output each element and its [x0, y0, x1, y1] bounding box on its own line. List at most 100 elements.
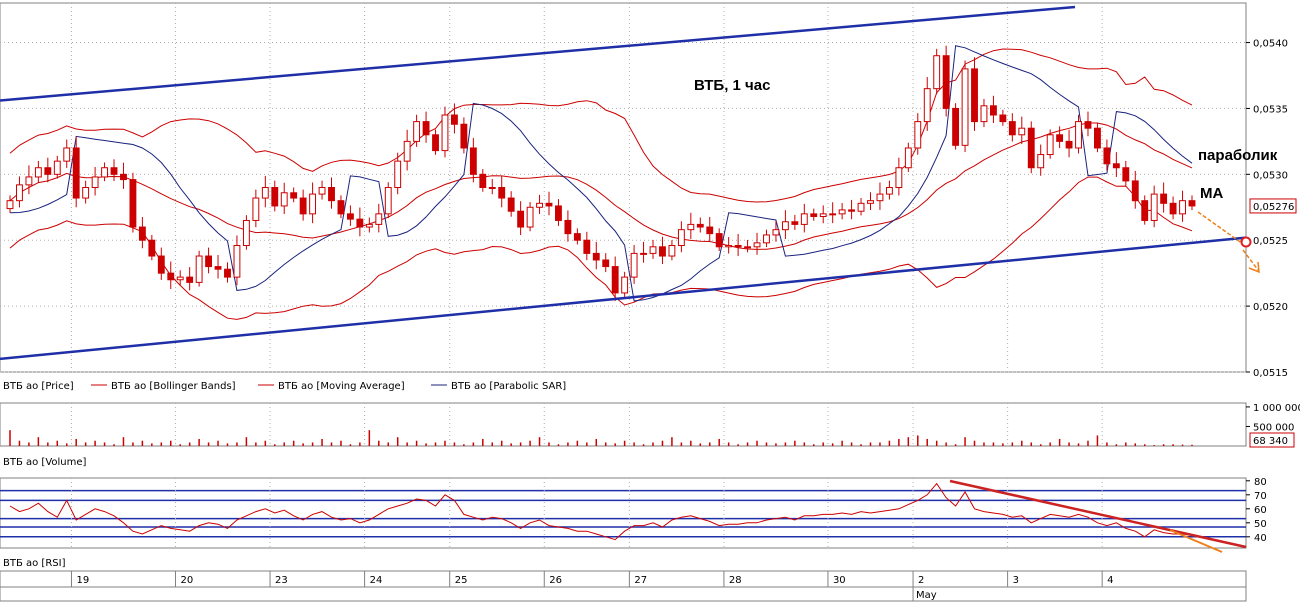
candle-body — [1008, 121, 1016, 136]
candle-body — [885, 187, 893, 195]
candle-body — [942, 55, 950, 109]
breakout-marker — [1240, 236, 1252, 248]
candle-body — [488, 187, 496, 189]
bollinger-upper-line — [9, 48, 1193, 203]
candle-body — [971, 68, 978, 123]
candle-body — [479, 173, 487, 188]
candle-body — [328, 187, 335, 202]
price-tick-label: 0,0540 — [1253, 39, 1288, 50]
candle-body — [734, 244, 742, 248]
date-label: 3 — [1013, 575, 1019, 586]
volume-legend: ВТБ ао [Volume] — [3, 457, 87, 468]
date-label: 30 — [833, 575, 846, 586]
candle-body — [356, 218, 364, 228]
price-tick-label: 0,0535 — [1253, 104, 1288, 115]
rsi-forecast-line — [1169, 529, 1223, 553]
rsi-tick-label: 60 — [1254, 505, 1267, 516]
candle-body — [1037, 154, 1045, 169]
price-panel: 0,0540 0,0535 0,0530 0,0525 0,0520 0,0515 0,05… — [0, 2, 1297, 392]
moving-average-line — [9, 122, 1193, 250]
candle-body — [1027, 127, 1035, 169]
candle-body — [261, 187, 269, 199]
price-tick-label: 0,0530 — [1253, 170, 1288, 181]
volume-tick-label: 1 000 000 — [1253, 403, 1300, 414]
date-label: 25 — [455, 575, 468, 586]
candle-body — [91, 176, 99, 188]
forecast-arrowhead — [1248, 261, 1260, 274]
candle-body — [403, 140, 411, 162]
candle-body — [365, 223, 373, 228]
candle-body — [1150, 193, 1158, 221]
last-price-box — [1249, 198, 1297, 214]
candle-body — [101, 167, 108, 178]
candle-body — [375, 213, 383, 225]
price-tick-label: 0,0525 — [1253, 236, 1288, 247]
candle-body — [34, 167, 42, 178]
rsi-trend-line — [949, 479, 1247, 549]
channel-upper-line — [0, 5, 1076, 102]
candle-body — [914, 121, 922, 149]
candle-body — [44, 167, 52, 175]
channel-lower-line — [0, 236, 1247, 361]
candle-body — [432, 134, 439, 152]
candle-body — [129, 179, 137, 228]
candle-body — [176, 276, 184, 281]
date-label: 27 — [634, 575, 647, 586]
candle-body — [772, 229, 780, 236]
volume-tick-label: 500 000 — [1253, 422, 1294, 433]
legend-entry: ВТБ ао [Price] — [3, 381, 74, 392]
candle-body — [602, 259, 610, 268]
candle-body — [469, 147, 477, 175]
candle-body — [299, 197, 307, 215]
candle-body — [451, 114, 458, 125]
candle-body — [195, 255, 203, 283]
candle-body — [895, 167, 903, 189]
candle-body — [242, 219, 250, 246]
candle-body — [384, 187, 392, 215]
candle-body — [460, 123, 468, 149]
date-label: 23 — [275, 575, 288, 586]
candle-body — [422, 121, 430, 136]
candle-body — [337, 200, 345, 215]
candle-body — [696, 223, 704, 228]
date-label: 24 — [370, 575, 383, 586]
candle-body — [555, 205, 562, 221]
candle-body — [725, 244, 733, 248]
candle-body — [715, 233, 723, 248]
candle-body — [611, 266, 619, 294]
candle-body — [980, 105, 988, 123]
candle-body — [1056, 134, 1064, 142]
legend-entry: ВТБ ао [Parabolic SAR] — [451, 381, 566, 392]
candle-body — [1046, 134, 1054, 156]
candle-body — [810, 213, 818, 217]
candle-body — [233, 244, 241, 278]
candle-body — [82, 187, 90, 199]
candle-body — [498, 187, 506, 199]
candle-body — [318, 187, 326, 195]
candle-body — [507, 197, 515, 212]
candle-body — [271, 187, 279, 207]
candle-body — [819, 213, 827, 217]
candle-body — [630, 252, 638, 278]
candle-body — [290, 192, 298, 199]
candle-body — [72, 147, 80, 199]
candle-body — [923, 88, 931, 123]
bollinger-lower-line — [9, 176, 1193, 320]
forecast-arrow-1 — [1197, 211, 1244, 245]
candle-body — [1141, 200, 1149, 221]
price-tick-label: 0,0520 — [1253, 302, 1288, 313]
rsi-panel: 80 70 60 50 40 ВТБ ао [RSI] — [0, 477, 1267, 569]
candle-body — [138, 226, 146, 241]
candle-body — [1103, 147, 1111, 165]
candle-body — [517, 210, 525, 228]
candle-body — [961, 68, 969, 146]
parabolic-sar-line — [9, 45, 1193, 302]
legend-entry: ВТБ ао [Moving Average] — [278, 381, 405, 392]
candle-body — [1169, 202, 1177, 215]
candle-body — [1122, 167, 1130, 182]
candle-body — [1131, 180, 1139, 202]
candle-body — [848, 209, 856, 212]
candle-body — [933, 55, 941, 90]
ma-annotation: MA — [1200, 185, 1223, 202]
